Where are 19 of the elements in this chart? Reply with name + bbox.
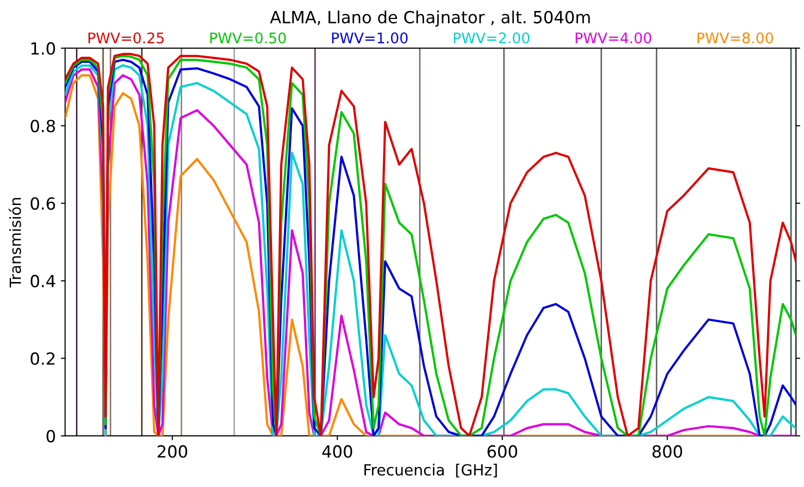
x-tick-label: 400 [322, 445, 352, 458]
y-tick-label: 0 [46, 430, 55, 442]
y-tick-label: 0.2 [30, 352, 54, 365]
chart-title: ALMA, Llano de Chajnator , alt. 5040m [270, 10, 590, 27]
y-tick-label: 1.0 [31, 42, 55, 55]
text: PWV=2.00 [454, 32, 530, 44]
y-tick-label: 0.8 [30, 120, 55, 132]
x-tick-label: 800 [652, 445, 682, 458]
y-axis-title: Transmisión [8, 198, 22, 288]
series-label: PWV=0.50 [210, 32, 286, 44]
series-label: PWV=0.25 [88, 32, 164, 44]
text: PWV=8.00 [698, 32, 774, 44]
text: PWV=1.00 [332, 32, 408, 44]
x-tick-label: 600 [488, 445, 518, 458]
y-tick-label: 0.4 [30, 274, 56, 288]
y-tick-label: 0.6 [30, 197, 56, 210]
x-axis-title: Frecuencia [GHz] [364, 464, 497, 478]
x-tick-label: 200 [158, 445, 188, 458]
text: PWV=4.00 [576, 32, 652, 44]
